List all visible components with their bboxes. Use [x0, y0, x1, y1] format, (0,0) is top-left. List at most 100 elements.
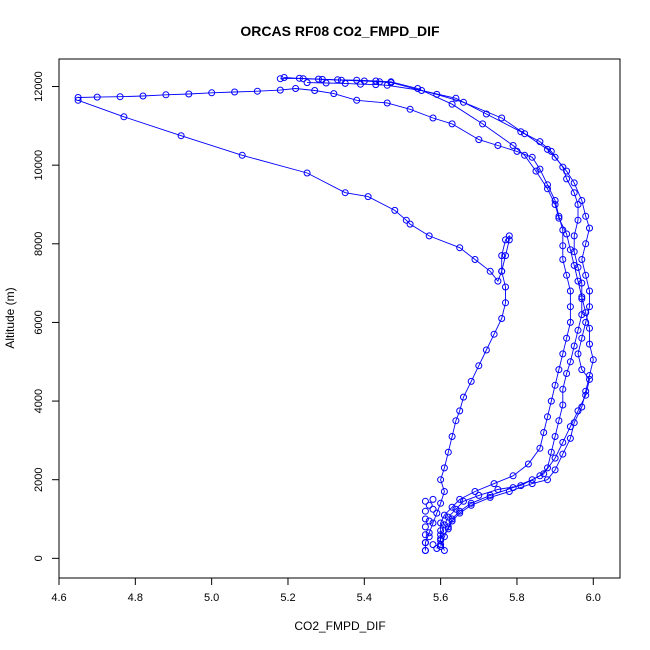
data-point [139, 92, 147, 100]
data-point [586, 303, 593, 311]
data-point [429, 505, 437, 513]
data-point [586, 340, 593, 348]
x-axis-label: CO2_FMPD_DIF [294, 619, 385, 633]
data-point [448, 517, 456, 525]
data-point [528, 153, 536, 161]
data-point [559, 401, 567, 409]
x-tick-label: 5.2 [280, 592, 295, 604]
data-point [559, 256, 567, 263]
data-point [490, 330, 498, 338]
data-point [452, 505, 460, 513]
data-point [238, 151, 246, 159]
data-point [505, 232, 513, 240]
data-point [544, 185, 551, 193]
data-point [425, 529, 433, 537]
x-tick-label: 4.8 [128, 592, 143, 604]
data-point [555, 366, 563, 374]
y-tick-label: 4000 [33, 389, 45, 413]
data-point [376, 78, 384, 86]
data-point [437, 476, 445, 484]
data-point [566, 423, 574, 431]
data-point [586, 287, 593, 295]
data-point [448, 503, 456, 511]
data-point [421, 497, 429, 505]
data-point [429, 114, 437, 122]
x-tick-label: 5.6 [433, 592, 448, 604]
data-point [563, 175, 571, 183]
data-point [337, 76, 345, 84]
data-point [341, 189, 349, 197]
data-point [555, 417, 563, 425]
data-point [120, 113, 128, 121]
data-point [162, 91, 170, 99]
data-point [421, 539, 429, 547]
data-point [563, 334, 571, 342]
data-point [559, 438, 567, 446]
data-point [582, 271, 590, 279]
data-point [536, 165, 544, 173]
data-point [452, 94, 460, 102]
data-point [482, 110, 490, 118]
data-point [517, 128, 525, 136]
data-point [502, 236, 509, 244]
data-point [505, 236, 513, 244]
data-point [582, 391, 590, 399]
data-point [383, 99, 391, 107]
data-point [360, 77, 368, 85]
data-point [460, 497, 467, 505]
data-point [448, 515, 456, 523]
data-point [292, 85, 300, 92]
data-point [475, 491, 483, 499]
data-point [582, 309, 590, 317]
data-point [444, 448, 452, 456]
data-point [582, 240, 590, 248]
y-axis-label: Altitude (m) [3, 287, 17, 348]
data-point [498, 114, 506, 122]
data-point [559, 450, 567, 458]
data-point [460, 98, 467, 106]
data-point [551, 153, 559, 161]
data-point [425, 232, 433, 240]
data-point [574, 326, 582, 334]
data-point [437, 499, 445, 507]
series-3 [303, 79, 586, 549]
data-point [471, 256, 479, 263]
data-point [387, 79, 395, 87]
data-point [566, 246, 574, 254]
data-point [578, 256, 586, 263]
data-point [586, 375, 593, 383]
series-line [284, 77, 590, 547]
data-point [570, 261, 578, 269]
data-point [425, 533, 433, 541]
y-tick-label: 10000 [33, 150, 45, 181]
data-point [566, 287, 574, 295]
x-tick-label: 5.0 [204, 592, 219, 604]
data-point [406, 220, 414, 228]
data-point [299, 75, 307, 83]
data-point [566, 434, 574, 442]
data-point [578, 334, 586, 342]
data-point [303, 169, 311, 177]
y-axis: 0 2000 4000 6000 8000 10000 12000 [33, 71, 60, 561]
data-point [93, 93, 101, 101]
data-point [276, 75, 284, 83]
data-point [303, 79, 311, 87]
data-point [440, 521, 448, 529]
data-point [437, 519, 445, 527]
data-point [433, 509, 441, 517]
x-tick-label: 5.8 [509, 592, 524, 604]
data-point [318, 75, 326, 83]
plot-frame [58, 58, 621, 579]
data-point [421, 515, 429, 523]
data-point [444, 523, 452, 531]
data-point [589, 356, 597, 364]
x-tick-label: 4.6 [51, 592, 66, 604]
data-point [475, 136, 483, 144]
data-point [116, 93, 124, 101]
data-point [448, 120, 456, 128]
data-point [456, 407, 464, 415]
data-point [509, 142, 517, 149]
data-point [524, 460, 532, 468]
data-point [586, 224, 593, 232]
data-point [406, 105, 414, 113]
